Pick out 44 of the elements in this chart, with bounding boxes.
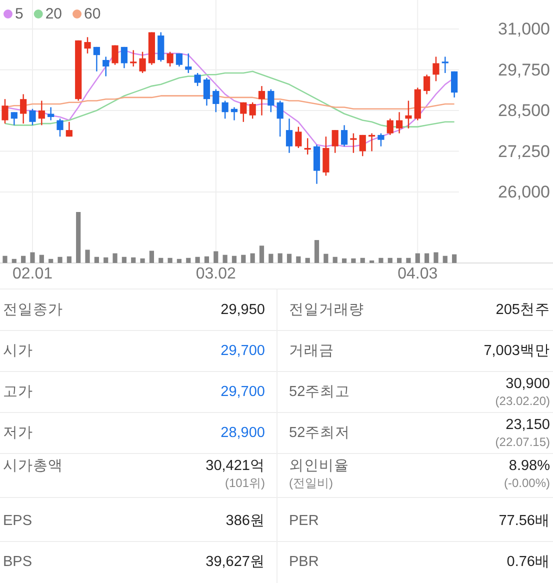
text: 52주최저 bbox=[289, 425, 350, 441]
text: 외인비율 bbox=[289, 458, 349, 474]
x-tick-label: 03.02 bbox=[196, 266, 236, 282]
text: 전일종가 bbox=[3, 302, 63, 318]
text: 52주최고 bbox=[289, 384, 350, 400]
y-tick-label: 28,500 bbox=[498, 101, 550, 120]
text: 전일거래량 bbox=[289, 302, 364, 318]
x-tick-label: 04.03 bbox=[398, 266, 438, 282]
y-tick-label: 29,750 bbox=[498, 60, 550, 80]
text: 29,700 bbox=[220, 343, 265, 359]
text: 28,900 bbox=[220, 425, 265, 441]
legend-label: 60 bbox=[84, 6, 101, 22]
text: 29,950 bbox=[220, 302, 265, 318]
legend-label: 20 bbox=[45, 6, 62, 22]
text: (101위) bbox=[224, 476, 265, 490]
text: 30,421억 bbox=[206, 458, 265, 474]
y-tick-label: 26,000 bbox=[498, 182, 550, 202]
text: 8.98% bbox=[508, 458, 550, 474]
text: 시가총액 bbox=[3, 458, 63, 474]
text: PBR bbox=[289, 554, 319, 570]
x-tick-label: 02.01 bbox=[12, 266, 53, 282]
text: EPS bbox=[3, 513, 32, 529]
text: 29,700 bbox=[220, 384, 265, 400]
text: (22.07.15) bbox=[495, 435, 550, 449]
text: PER bbox=[289, 513, 319, 529]
text: 23,150 bbox=[506, 417, 550, 433]
text: 30,900 bbox=[506, 376, 550, 392]
legend-label: 5 bbox=[15, 6, 24, 22]
text: 205천주 bbox=[496, 302, 550, 318]
text: 시가 bbox=[3, 343, 33, 359]
y-tick-label: 27,250 bbox=[498, 142, 550, 161]
text: (전일비) bbox=[289, 476, 333, 490]
y-tick-label: 31,000 bbox=[498, 20, 550, 38]
text: 7,003백만 bbox=[484, 343, 550, 359]
text: 386원 bbox=[226, 513, 265, 529]
text: (-0.00%) bbox=[504, 476, 550, 490]
text: 저가 bbox=[3, 425, 33, 441]
text: 고가 bbox=[3, 384, 33, 400]
text: 거래금 bbox=[289, 343, 334, 359]
text: BPS bbox=[3, 554, 32, 570]
text: 77.56배 bbox=[498, 513, 550, 529]
text: 0.76배 bbox=[506, 554, 550, 570]
text: 39,627원 bbox=[206, 554, 265, 570]
text: (23.02.20) bbox=[495, 394, 550, 408]
